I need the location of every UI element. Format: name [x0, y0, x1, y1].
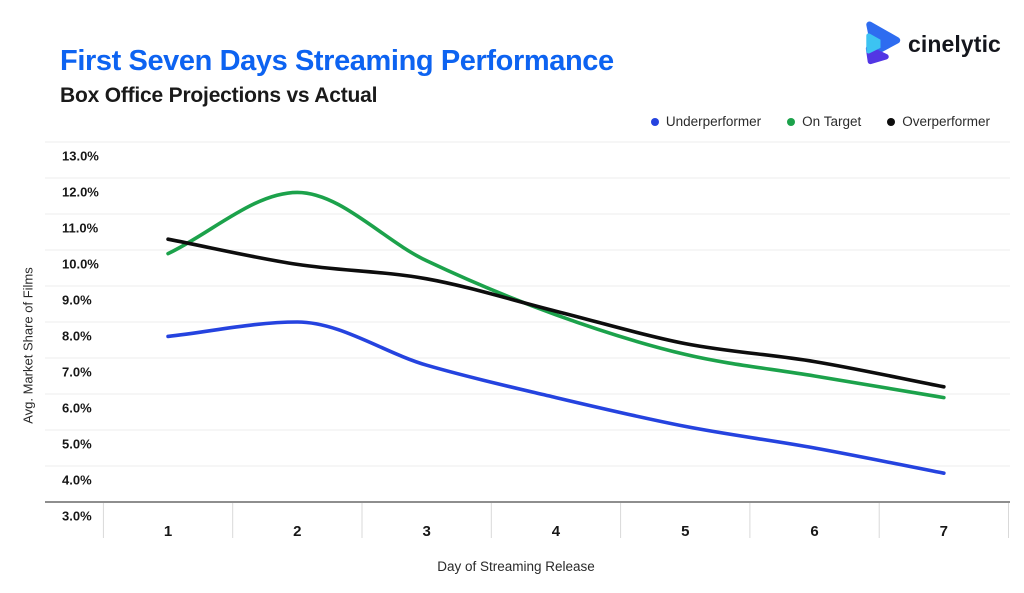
- x-tick-label: 6: [810, 523, 818, 540]
- legend-dot-underperformer: [650, 117, 659, 126]
- series-line-underperformer: [166, 320, 946, 475]
- y-tick-label: 3.0%: [62, 509, 92, 524]
- x-tick-label: 1: [164, 523, 172, 540]
- legend-item-overperformer: Overperformer: [887, 114, 990, 129]
- chart-legend: Underperformer On Target Overperformer: [650, 114, 990, 129]
- x-tick-label: 5: [681, 523, 689, 540]
- legend-dot-overperformer: [887, 117, 896, 126]
- series-line-on-target: [166, 190, 946, 400]
- x-tick-label: 3: [422, 523, 430, 540]
- y-tick-label: 7.0%: [62, 365, 92, 380]
- legend-item-underperformer: Underperformer: [650, 114, 762, 129]
- y-tick-label: 9.0%: [62, 293, 92, 308]
- x-tick-label: 4: [552, 523, 561, 540]
- legend-label: Underperformer: [665, 114, 762, 129]
- y-tick-label: 11.0%: [62, 221, 99, 236]
- y-axis-title: Avg. Market Share of Films: [20, 267, 36, 424]
- legend-item-on-target: On Target: [787, 114, 861, 129]
- y-tick-label: 8.0%: [62, 329, 92, 344]
- play-logo-icon: [865, 21, 901, 65]
- brand-name: cinelytic: [908, 30, 1001, 57]
- page-title: First Seven Days Streaming Performance: [60, 45, 614, 77]
- x-axis-title: Day of Streaming Release: [437, 559, 595, 574]
- y-tick-label: 6.0%: [62, 401, 92, 416]
- y-tick-label: 4.0%: [62, 473, 92, 488]
- page-subtitle: Box Office Projections vs Actual: [60, 84, 378, 107]
- y-tick-label: 12.0%: [62, 185, 99, 200]
- brand-logo: cinelytic: [858, 21, 1001, 65]
- x-tick-label: 2: [293, 523, 301, 540]
- legend-label: On Target: [802, 114, 862, 129]
- x-tick-label: 7: [940, 523, 948, 540]
- legend-label: Overperformer: [902, 114, 990, 129]
- y-tick-label: 13.0%: [62, 149, 99, 164]
- legend-dot-on-target: [787, 117, 796, 126]
- series-line-overperformer: [166, 237, 946, 389]
- y-tick-label: 10.0%: [62, 257, 99, 272]
- y-tick-label: 5.0%: [62, 437, 92, 452]
